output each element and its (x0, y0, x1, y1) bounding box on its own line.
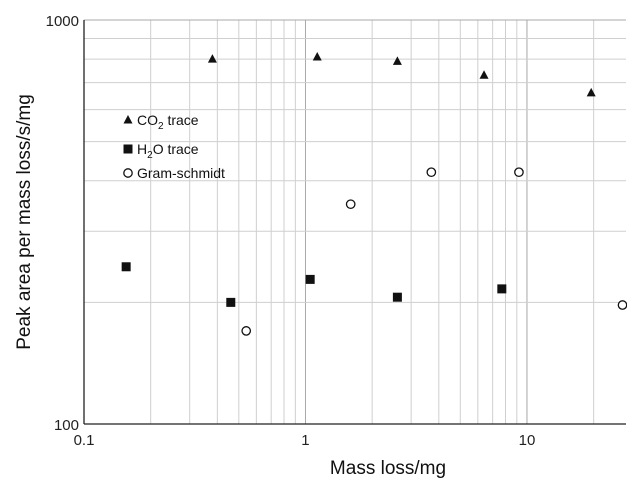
gram-schmidt-legend-marker (123, 168, 133, 178)
co2-point (586, 87, 596, 97)
gram-schmidt-point (426, 167, 437, 178)
legend: CO2 trace H2O trace Gram-schmidt (123, 112, 225, 181)
x-tick-label: 0.1 (74, 432, 95, 449)
x-tick-label: 10 (519, 432, 536, 449)
h2o-point (121, 262, 131, 272)
co2-legend-label: CO2 trace (137, 112, 199, 132)
co2-point (479, 70, 489, 79)
y-tick-label: 1000 (46, 13, 79, 30)
y-tick-label: 100 (54, 417, 79, 434)
co2-point (207, 54, 217, 63)
tick-labels: 0.1 1 10 100 1000 (46, 13, 536, 449)
gram-schmidt-point (241, 326, 252, 336)
gram-schmidt-point (617, 300, 627, 310)
gram-schmidt-point (514, 167, 524, 178)
gram-schmidt-point (345, 199, 356, 210)
h2o-legend-marker (123, 144, 133, 154)
h2o-point (226, 297, 236, 307)
co2-legend-marker (123, 115, 133, 124)
x-axis-title: Mass loss/mg (330, 458, 446, 479)
h2o-point (497, 284, 507, 294)
y-axis-title: Peak area per mass loss/s/mg (14, 94, 35, 350)
x-tick-label: 1 (301, 432, 309, 449)
grid (84, 20, 626, 424)
co2-point (312, 51, 322, 61)
co2-point (392, 56, 402, 65)
plot-frame (83, 19, 626, 425)
h2o-point (305, 274, 315, 284)
data-points (121, 51, 627, 336)
gram-schmidt-legend-label: Gram-schmidt (137, 165, 225, 181)
h2o-legend-label: H2O trace (137, 141, 199, 161)
h2o-point (392, 292, 402, 302)
